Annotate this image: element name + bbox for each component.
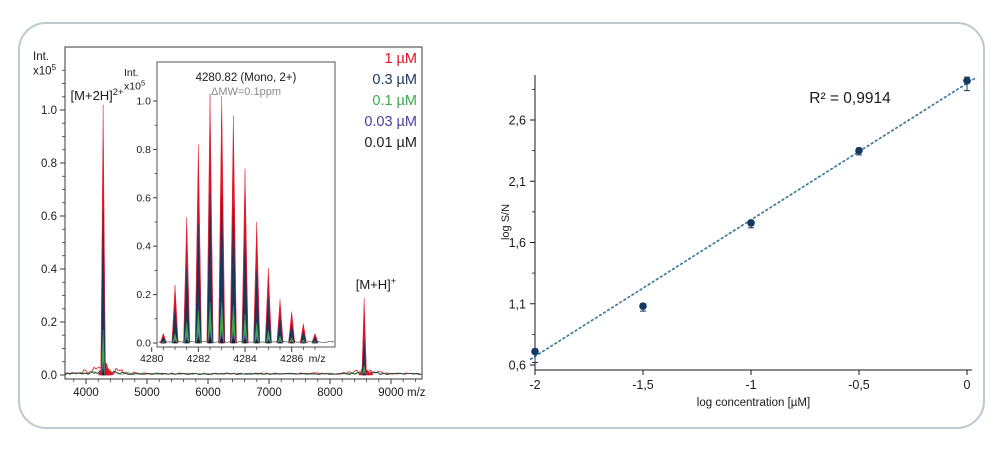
svg-text:m/z: m/z (309, 353, 326, 365)
spectrum-peak-cluster (98, 104, 114, 376)
scatter-x-axis-title: log concentration [µM] (697, 397, 810, 409)
spectrum-y-axis-title: Int.x105 (33, 51, 57, 78)
svg-text:log concentration [µM]: log concentration [µM] (697, 397, 810, 409)
svg-text:2,6: 2,6 (509, 114, 526, 128)
scatter-point (855, 146, 863, 155)
svg-text:1 µM: 1 µM (384, 51, 417, 67)
mass-spectrum-chart: 4000 5000 6000 7000 8000 9000 m/z0.00.20.40.60… (33, 46, 426, 399)
svg-text:-1: -1 (745, 378, 756, 392)
svg-text:-2: -2 (529, 378, 540, 392)
svg-text:1,6: 1,6 (509, 236, 526, 250)
scatter-y-axis-title: log S/N (500, 204, 512, 240)
svg-text:-1,5: -1,5 (632, 378, 654, 392)
svg-text:0.0: 0.0 (41, 370, 57, 382)
svg-text:log S/N: log S/N (500, 204, 512, 240)
inset-y-axis-title: Int.x105 (124, 67, 145, 93)
svg-text:-0,5: -0,5 (848, 378, 870, 392)
svg-text:x105: x105 (33, 63, 57, 77)
concentration-legend: 1 µM 0.3 µM 0.1 µM 0.03 µM 0.01 µM (364, 51, 417, 151)
svg-text:5000: 5000 (134, 387, 160, 399)
svg-text:m/z: m/z (407, 387, 426, 399)
svg-text:0.2: 0.2 (136, 289, 151, 301)
isotope-series-0.3µM (160, 193, 319, 344)
svg-text:0.0: 0.0 (136, 338, 151, 350)
svg-text:0.4: 0.4 (41, 264, 58, 276)
isotope-pattern-inset: 4280 4282 4284 4286 m/z 0.0 0.2 0.4 0.6 0.8 1.0 Int… (124, 61, 336, 365)
scatter-axes: -2 -1,5 -1 -0,5 0 0,6 1,1 1,6 2,1 2,6 (509, 75, 972, 392)
svg-text:0.2: 0.2 (41, 317, 57, 329)
svg-text:0.01 µM: 0.01 µM (364, 135, 417, 151)
svg-text:0.4: 0.4 (136, 241, 151, 253)
svg-text:4280: 4280 (140, 353, 164, 365)
svg-text:R² = 0,9914: R² = 0,9914 (809, 90, 891, 107)
svg-text:0.8: 0.8 (136, 144, 151, 156)
isotope-series-0.01µM (161, 336, 317, 344)
svg-text:Int.: Int. (124, 67, 139, 79)
svg-text:0,6: 0,6 (509, 359, 526, 373)
scatter-point (747, 219, 755, 227)
svg-text:0.3 µM: 0.3 µM (372, 72, 417, 88)
svg-text:4282: 4282 (187, 353, 211, 365)
svg-text:2,1: 2,1 (509, 175, 526, 189)
svg-text:8000: 8000 (317, 387, 343, 399)
scatter-point (963, 77, 971, 85)
trendline (529, 77, 977, 360)
scatter-points (531, 76, 971, 364)
scatter-point (639, 302, 647, 311)
svg-text:0.6: 0.6 (136, 192, 151, 204)
svg-text:4286: 4286 (280, 353, 304, 365)
svg-text:4000: 4000 (73, 387, 99, 399)
svg-text:0.1 µM: 0.1 µM (372, 93, 417, 109)
svg-text:9000: 9000 (378, 387, 404, 399)
svg-text:4284: 4284 (233, 353, 257, 365)
r-squared-annotation: R² = 0,9914 (809, 90, 891, 107)
svg-text:0.03 µM: 0.03 µM (364, 114, 417, 130)
spectrum-peak-cluster (357, 298, 374, 376)
svg-text:ΔMW=0.1ppm: ΔMW=0.1ppm (211, 86, 281, 98)
svg-text:1.0: 1.0 (41, 105, 57, 117)
scatter-point (531, 347, 539, 356)
svg-text:1,1: 1,1 (509, 297, 526, 311)
spectrum-axes: 4000 5000 6000 7000 8000 9000 m/z0.00.20.40.60… (41, 46, 426, 399)
svg-text:0: 0 (964, 378, 971, 392)
svg-text:4280.82 (Mono, 2+): 4280.82 (Mono, 2+) (196, 72, 297, 84)
svg-text:Int.: Int. (33, 51, 49, 63)
svg-text:6000: 6000 (195, 387, 221, 399)
svg-text:1.0: 1.0 (136, 96, 151, 108)
spectrum-peak-labels: [M+2H]2+ [M+H]+ (71, 87, 397, 292)
svg-text:[M+H]+: [M+H]+ (356, 276, 397, 292)
svg-text:0.8: 0.8 (41, 158, 57, 170)
svg-text:0.6: 0.6 (41, 211, 57, 223)
svg-text:7000: 7000 (256, 387, 282, 399)
svg-text:x105: x105 (124, 79, 145, 93)
svg-text:[M+2H]2+: [M+2H]2+ (71, 87, 124, 103)
